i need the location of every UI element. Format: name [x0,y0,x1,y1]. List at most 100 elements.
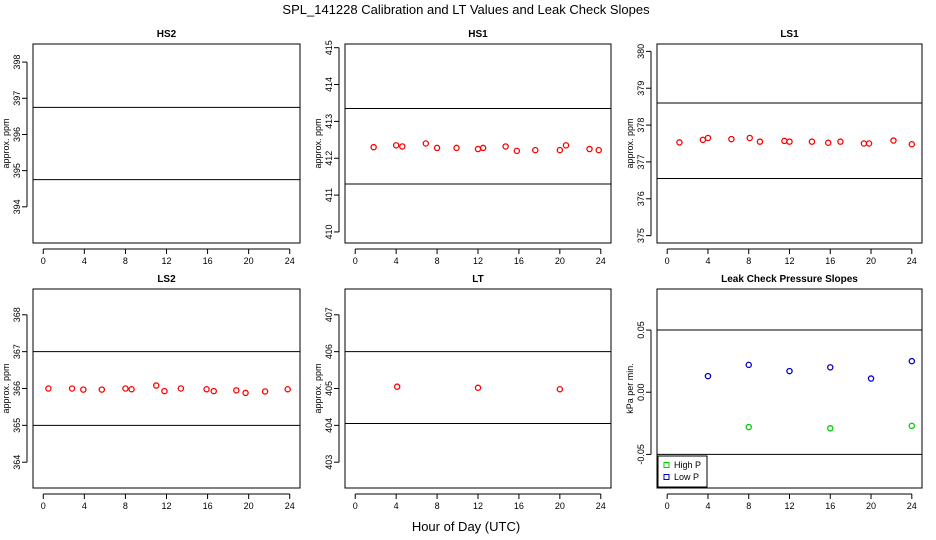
data-point [781,137,788,145]
x-tick-label: 8 [123,501,128,511]
data-point [728,135,735,143]
data-point [745,361,752,369]
data-point [860,140,868,147]
y-tick-label: 378 [636,118,646,133]
y-tick-label: 407 [324,307,334,322]
panel-4: LT approx. ppm 0 4 8 12 16 20 24 403 404 405 406 407 [313,274,612,511]
data-point [890,137,897,144]
legend-marker [663,462,670,468]
y-tick-label: 395 [12,163,22,178]
y-tick-label: 403 [324,455,334,470]
data-point [756,138,764,145]
plot-frame [32,43,301,244]
x-tick-label: 20 [866,501,876,511]
y-tick-label: 405 [324,381,334,396]
y-axis-label: kPa per min. [625,363,635,414]
x-tick-label: 4 [82,256,87,266]
y-tick-label: 394 [12,199,22,214]
panel-0: HS2 approx. ppm 0 4 8 12 16 20 24 394 395 396 397 398 [1,29,301,266]
figure-title: SPL_141228 Calibration and LT Values and… [282,2,650,17]
x-tick-label: 4 [394,501,399,511]
y-tick-label: 412 [324,151,334,166]
x-tick-label: 0 [665,501,670,511]
data-point [210,387,217,395]
y-tick-label: 411 [324,188,334,202]
panel-1: HS1 approx. ppm 0 4 8 12 16 20 24 410 411 412 413 414… [313,29,612,266]
panel-2: LS1 approx. ppm 0 4 8 12 16 20 24 375 376 377 378 379… [625,29,923,266]
x-tick-label: 12 [161,256,171,266]
x-tick-label: 16 [203,256,213,266]
data-point [177,385,185,392]
data-point [745,423,752,431]
x-tick-label: 8 [435,256,440,266]
data-point [827,425,834,432]
data-point [98,386,106,393]
y-axis-label: approx. ppm [313,118,323,168]
panel-title: LT [472,274,483,285]
data-point [453,144,460,152]
data-point [203,385,210,393]
x-tick-label: 4 [705,256,710,266]
y-tick-label: 365 [12,418,22,433]
panel-title: HS1 [468,29,488,40]
y-tick-label: 0.00 [636,383,646,401]
data-point [676,139,683,146]
y-axis-label: approx. ppm [1,363,11,413]
plot-frame [656,288,923,489]
data-point [433,144,441,152]
y-tick-label: 398 [12,55,22,70]
x-tick-label: 8 [123,256,128,266]
data-point [474,384,482,392]
data-point [242,389,249,397]
x-tick-label: 24 [285,256,295,266]
x-tick-label: 24 [285,501,295,511]
x-tick-label: 0 [353,256,358,266]
x-tick-label: 12 [784,256,794,266]
x-tick-label: 20 [244,501,254,511]
data-point [704,134,712,142]
x-tick-label: 0 [41,501,46,511]
panel-title: Leak Check Pressure Slopes [721,274,858,285]
x-tick-label: 4 [82,501,87,511]
y-tick-label: 367 [12,344,22,359]
y-tick-label: 379 [636,81,646,96]
data-point [502,143,509,150]
x-tick-label: 0 [665,256,670,266]
panel-title: LS2 [157,274,176,285]
legend-box [657,455,708,488]
y-tick-label: 415 [324,40,334,55]
y-tick-label: 375 [636,228,646,243]
data-point [128,385,135,393]
y-tick-label: -0.05 [636,444,646,465]
data-point [746,134,754,142]
plot-frame [32,288,301,489]
data-point [699,136,707,144]
x-tick-label: 12 [473,501,483,511]
data-point [867,375,875,382]
data-point [908,357,916,365]
panel-title: LS1 [780,29,799,40]
data-point [261,388,269,395]
data-point [865,140,873,147]
data-point [808,138,816,145]
x-tick-label: 16 [203,501,213,511]
plot-frame [656,43,923,244]
data-point [786,138,793,145]
x-tick-label: 12 [784,501,794,511]
x-tick-label: 20 [244,256,254,266]
data-point [233,387,240,394]
x-tick-label: 20 [555,256,565,266]
data-point [422,140,430,147]
data-point [45,385,52,392]
data-point [595,146,602,154]
data-point [556,146,564,154]
x-tick-label: 8 [746,256,751,266]
data-point [80,386,87,393]
y-axis-label: approx. ppm [1,118,11,168]
figure-xlabel: Hour of Day (UTC) [412,519,520,534]
y-tick-label: 380 [636,44,646,59]
legend-marker [663,474,670,480]
x-tick-label: 4 [394,256,399,266]
x-tick-label: 12 [161,501,171,511]
